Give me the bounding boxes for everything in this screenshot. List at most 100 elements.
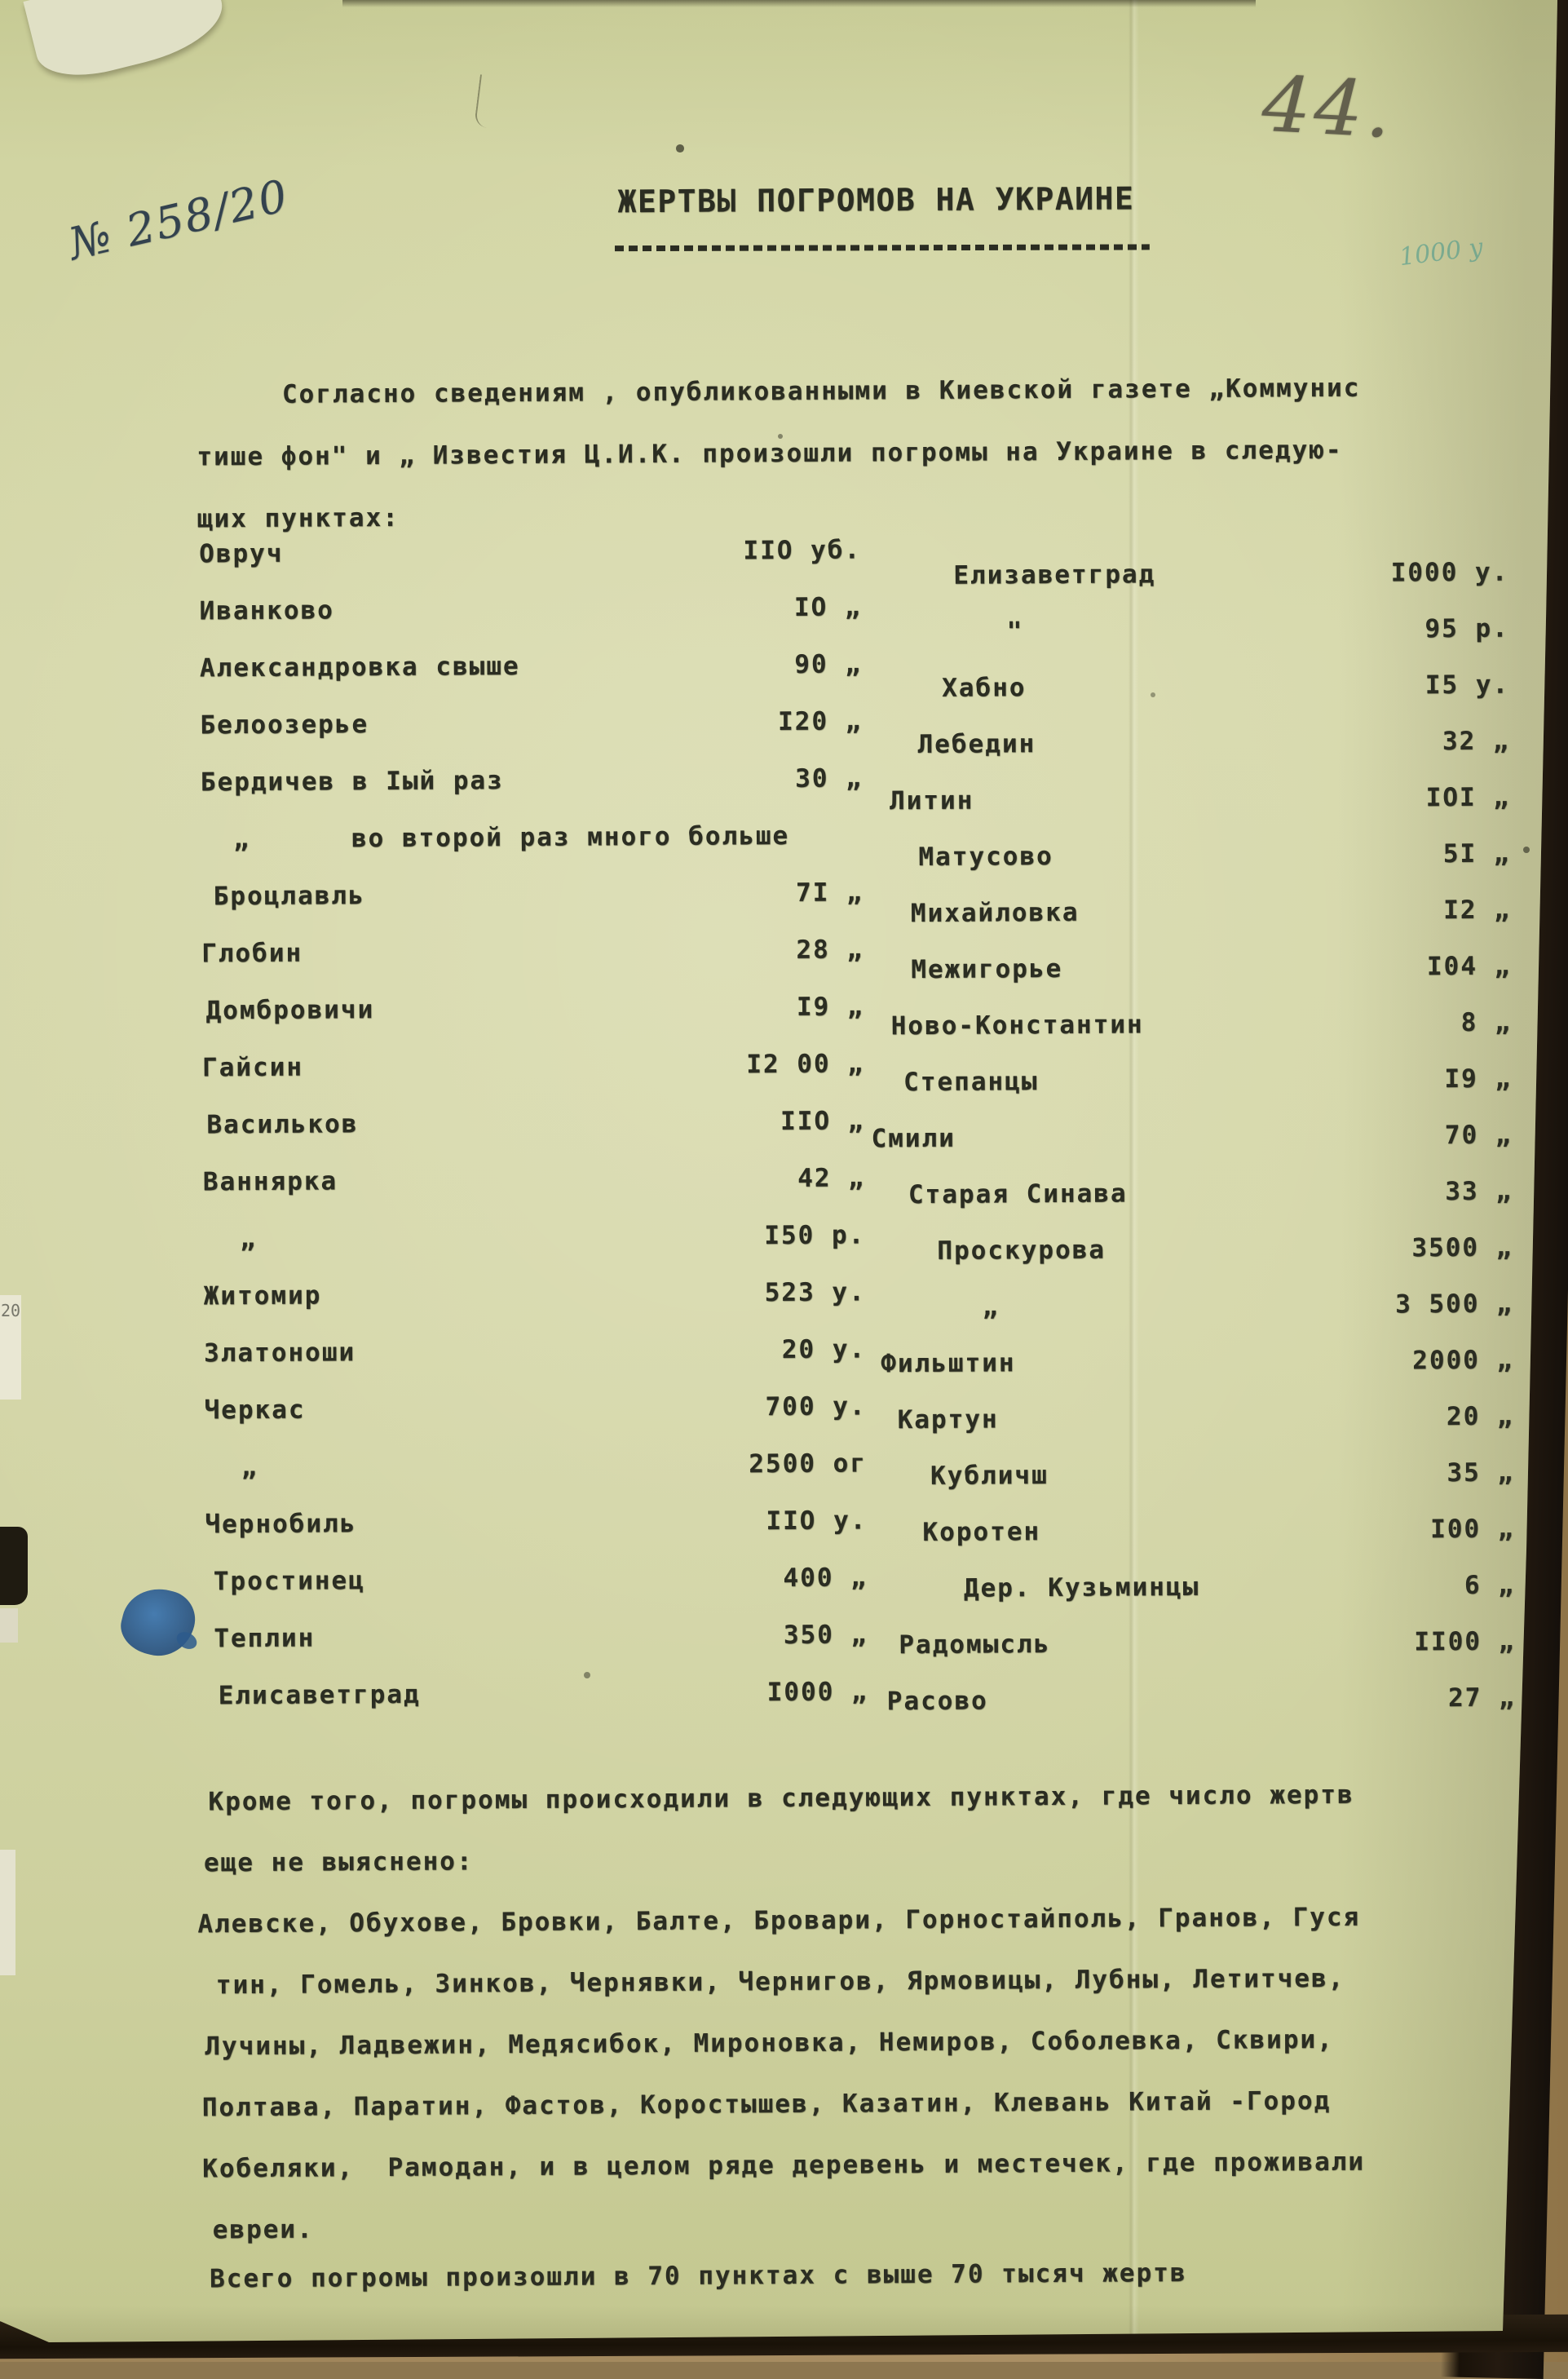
place-name: Матусово [918, 841, 1053, 872]
place-name: Житомир [203, 1280, 322, 1311]
row-spacer [1144, 1022, 1461, 1024]
table-row: Глобин 28 „ [201, 921, 864, 982]
place-name: „ [241, 1452, 258, 1483]
table-row: „ 2500 ог [205, 1435, 867, 1496]
casualty-value: 700 у. [765, 1391, 867, 1422]
table-row: Ново-Константин 8 „ [870, 994, 1512, 1055]
table-row: „ I50 р. [203, 1206, 865, 1267]
table-row: Проскурова 3500 „ [872, 1219, 1513, 1280]
casualty-value: 33 „ [1445, 1176, 1513, 1206]
row-spacer [999, 1304, 1395, 1307]
row-spacer [1050, 1642, 1414, 1644]
table-row: Литин IOI „ [869, 769, 1510, 829]
place-name: Елизаветград [953, 559, 1156, 590]
casualty-value: I20 „ [777, 706, 863, 737]
casualty-value: I50 р. [764, 1220, 866, 1251]
place-name: Дер. Кузьминцы [963, 1572, 1200, 1603]
table-row: Бердичев в Iый раз 30 „ [201, 750, 863, 811]
table-row: Броцлавль 7I „ [201, 864, 864, 925]
casualty-value: IOI „ [1425, 782, 1511, 812]
row-spacer [1049, 1473, 1447, 1475]
place-name: Теплин [214, 1623, 316, 1654]
place-name: Бердичев в Iый раз [200, 766, 504, 798]
casualty-value: IIO у. [766, 1506, 868, 1537]
casualty-value: 32 „ [1442, 726, 1510, 756]
table-row: Радомысль II00 „ [874, 1613, 1515, 1674]
row-spacer [1016, 1360, 1413, 1363]
row-spacer [315, 1635, 784, 1638]
row-spacer [303, 1064, 746, 1067]
table-row: Иванково IO „ [199, 578, 861, 639]
place-name: Иванково [199, 595, 334, 626]
row-spacer [356, 1521, 766, 1523]
document-title: ЖЕРТВЫ ПОГРОМОВ НА УКРАИНЕ [617, 180, 1135, 220]
additional-paragraph: Кроме того, погромы происходили в следую… [197, 1765, 1365, 2262]
table-row: Елисаветград I000 „ [205, 1663, 868, 1724]
place-name: Александровка свыше [199, 651, 520, 683]
casualty-value: 20 „ [1446, 1401, 1514, 1431]
place-name: Кубличш [930, 1460, 1049, 1491]
table-row: Златоноши 20 у. [204, 1320, 866, 1382]
row-spacer [1023, 629, 1424, 631]
casualty-value: 2500 ог [749, 1448, 868, 1479]
casualty-value: 7I „ [795, 878, 864, 908]
intro-paragraph: Согласно сведениям , опубликованными в К… [197, 357, 1362, 551]
row-spacer [999, 1417, 1447, 1419]
row-spacer [956, 1135, 1445, 1139]
place-name: „ во второй раз много больше [233, 820, 790, 855]
table-row: Александровка свыше 90 „ [200, 635, 862, 696]
row-spacer [1053, 854, 1443, 856]
place-name: Литин [889, 785, 974, 816]
table-row: Картун 20 „ [872, 1388, 1514, 1448]
casualty-value: I9 „ [1444, 1063, 1513, 1094]
place-name: " [1006, 616, 1024, 646]
table-row: Ваннярка 42 „ [203, 1149, 865, 1210]
place-name: Радомысль [899, 1629, 1051, 1660]
table-row: Васильков IIO „ [202, 1092, 864, 1153]
text-line: Полтава, Паратин, Фастов, Коростышев, Ка… [201, 2085, 1332, 2123]
row-spacer [283, 551, 743, 553]
row-spacer [1155, 573, 1390, 574]
place-name: Васильков [206, 1109, 359, 1140]
table-row: Гайсин I2 00 „ [202, 1035, 864, 1096]
row-spacer [504, 779, 795, 780]
table-row: Коротен I00 „ [873, 1501, 1514, 1561]
table-row: Черкас 700 у. [204, 1377, 866, 1439]
text-line: еще не выяснено: [203, 1846, 474, 1878]
casualty-value: IIO уб. [743, 535, 862, 566]
row-spacer [306, 1407, 766, 1409]
place-name: Хабно [942, 672, 1027, 703]
row-spacer [358, 1121, 780, 1124]
casualty-column-left: Овруч IIO уб. Иванково IO „ Александровка св… [199, 521, 868, 1724]
edge-tab [0, 1850, 15, 1975]
casualty-column-right: Елизаветград I000 у. " 95 р. Хабно I5 у. Лебед… [868, 544, 1516, 1730]
place-name: Старая Синава [908, 1178, 1128, 1209]
row-spacer [421, 1692, 767, 1695]
casualty-value: I2 „ [1443, 895, 1511, 925]
casualty-value: 35 „ [1447, 1457, 1515, 1488]
place-name: Коротен [922, 1516, 1041, 1547]
text-line: евреи. [212, 2214, 314, 2245]
table-row: Теплин 350 „ [205, 1606, 868, 1667]
row-spacer [303, 950, 796, 953]
text-line: тин, Гомель, Зинков, Чернявки, Чернигов,… [215, 1963, 1345, 2001]
table-row: Белоозерье I20 „ [200, 692, 862, 754]
place-name: Картун [897, 1404, 999, 1435]
table-row: „ во второй раз много больше [201, 807, 863, 868]
casualty-value: 20 у. [781, 1334, 867, 1365]
row-spacer [365, 1578, 784, 1581]
table-row: Елизаветград I000 у. [868, 544, 1508, 604]
row-spacer [334, 608, 794, 610]
place-name: Степанцы [903, 1066, 1039, 1097]
text-line: Кроме того, погромы происходили в следую… [208, 1780, 1354, 1817]
edge-ink-mark [0, 1527, 28, 1605]
title-underline [614, 244, 1150, 252]
casualty-value: 3 500 „ [1395, 1289, 1513, 1319]
place-name: Чернобиль [205, 1509, 357, 1540]
table-row: Тростинец 400 „ [205, 1549, 868, 1610]
place-name: Броцлавль [213, 881, 365, 912]
casualty-value: I00 „ [1430, 1514, 1515, 1544]
casualty-value: I9 „ [796, 992, 864, 1022]
